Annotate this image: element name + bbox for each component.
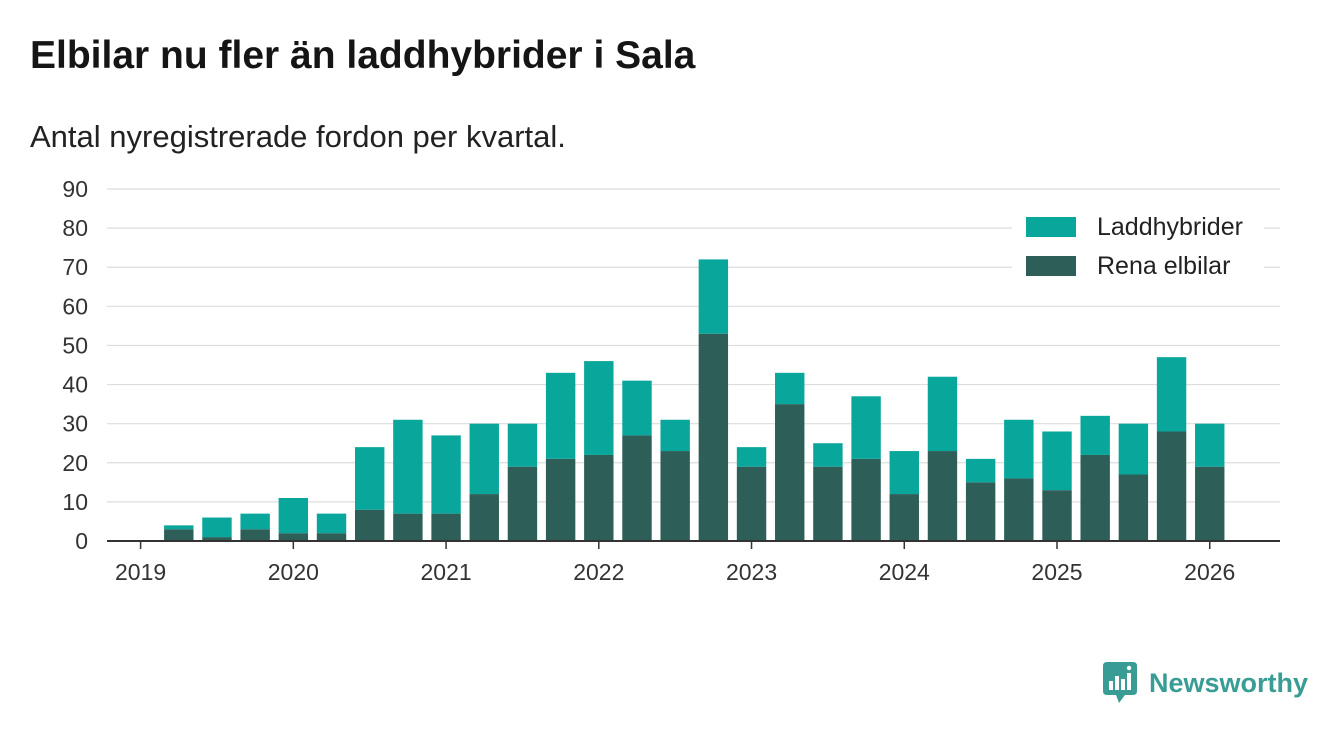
bar-rena-elbilar-13 — [622, 435, 652, 541]
bar-laddhybrider-21 — [927, 376, 958, 452]
y-tick-label-70: 70 — [62, 254, 88, 280]
bar-rena-elbilar-14 — [660, 451, 690, 541]
bar-laddhybrider-19 — [851, 396, 881, 459]
y-tick-label-40: 40 — [62, 372, 88, 398]
y-tick-label-0: 0 — [75, 528, 88, 554]
bar-rena-elbilar-3 — [240, 529, 270, 541]
bar-laddhybrider-13 — [622, 380, 652, 436]
bar-rena-elbilar-9 — [469, 494, 499, 541]
bar-rena-elbilar-5 — [316, 533, 347, 541]
legend: Laddhybrider Rena elbilar — [1012, 208, 1264, 285]
bar-rena-elbilar-24 — [1042, 490, 1072, 541]
bar-rena-elbilar-27 — [1156, 431, 1187, 541]
bar-laddhybrider-18 — [813, 443, 843, 467]
chart-title: Elbilar nu fler än laddhybrider i Sala — [30, 34, 696, 77]
bar-laddhybrider-20 — [889, 451, 919, 495]
bar-laddhybrider-8 — [431, 435, 461, 514]
bar-laddhybrider-26 — [1118, 423, 1149, 475]
bar-laddhybrider-9 — [469, 423, 499, 495]
bar-laddhybrider-23 — [1004, 419, 1034, 479]
bar-laddhybrider-15 — [698, 259, 729, 334]
legend-item-rena-elbilar: Rena elbilar — [1026, 252, 1231, 280]
y-tick-label-50: 50 — [62, 332, 88, 358]
chart-subtitle: Antal nyregistrerade fordon per kvartal. — [30, 119, 566, 154]
x-tick-label-2025: 2025 — [1031, 559, 1082, 585]
bar-laddhybrider-1 — [164, 525, 194, 530]
bar-laddhybrider-24 — [1042, 431, 1072, 491]
bar-laddhybrider-10 — [507, 423, 538, 467]
bar-laddhybrider-12 — [584, 361, 614, 455]
bar-rena-elbilar-8 — [431, 513, 461, 541]
legend-swatch-rena-elbilar — [1026, 256, 1076, 276]
bar-rena-elbilar-18 — [813, 466, 843, 541]
bar-rena-elbilar-7 — [393, 513, 423, 541]
bar-rena-elbilar-15 — [698, 333, 729, 541]
newsworthy-logo: Newsworthy — [1103, 662, 1308, 704]
y-tick-label-80: 80 — [62, 215, 88, 241]
x-tick-label-2023: 2023 — [726, 559, 777, 585]
y-tick-label-60: 60 — [62, 293, 88, 319]
legend-label-rena-elbilar: Rena elbilar — [1097, 252, 1231, 280]
bar-rena-elbilar-21 — [927, 451, 958, 541]
x-tick-label-2024: 2024 — [879, 559, 930, 585]
x-tick-label-2022: 2022 — [573, 559, 624, 585]
bar-rena-elbilar-2 — [202, 537, 232, 541]
bar-rena-elbilar-16 — [736, 466, 767, 541]
bar-laddhybrider-25 — [1080, 415, 1110, 455]
bar-laddhybrider-17 — [775, 372, 805, 405]
bar-laddhybrider-3 — [240, 513, 270, 530]
bar-rena-elbilar-17 — [775, 404, 805, 541]
bars — [164, 259, 1225, 541]
y-tick-label-90: 90 — [62, 176, 88, 202]
axes: 0 10 20 30 40 50 60 70 80 90 2019 2020 2021 2022 2023 2… — [62, 176, 1280, 585]
legend-item-laddhybrider: Laddhybrider — [1026, 213, 1243, 241]
bar-laddhybrider-6 — [355, 447, 385, 510]
bar-laddhybrider-4 — [278, 497, 309, 534]
bar-laddhybrider-27 — [1156, 357, 1187, 432]
bar-laddhybrider-5 — [316, 513, 347, 534]
bar-laddhybrider-7 — [393, 419, 423, 514]
bar-laddhybrider-22 — [965, 458, 996, 483]
bar-rena-elbilar-28 — [1195, 466, 1225, 541]
newsworthy-logo-icon — [1103, 662, 1137, 703]
legend-label-laddhybrider: Laddhybrider — [1097, 213, 1243, 241]
x-tick-label-2021: 2021 — [420, 559, 471, 585]
x-tick-label-2026: 2026 — [1184, 559, 1235, 585]
bar-rena-elbilar-6 — [355, 509, 385, 541]
bar-laddhybrider-11 — [545, 372, 576, 459]
legend-swatch-laddhybrider — [1026, 217, 1076, 237]
bar-laddhybrider-14 — [660, 419, 690, 452]
bar-rena-elbilar-10 — [507, 466, 538, 541]
bar-laddhybrider-2 — [202, 517, 232, 538]
bar-rena-elbilar-11 — [545, 458, 576, 541]
bar-rena-elbilar-23 — [1004, 478, 1034, 541]
x-tick-label-2020: 2020 — [268, 559, 319, 585]
bar-laddhybrider-28 — [1195, 423, 1225, 467]
y-tick-label-20: 20 — [62, 450, 88, 476]
bar-rena-elbilar-12 — [584, 454, 614, 541]
y-tick-label-10: 10 — [62, 489, 88, 515]
x-tick-label-2019: 2019 — [115, 559, 166, 585]
bar-laddhybrider-16 — [736, 447, 767, 467]
bar-rena-elbilar-22 — [965, 482, 996, 541]
newsworthy-logo-text: Newsworthy — [1149, 668, 1309, 698]
bar-rena-elbilar-26 — [1118, 474, 1149, 541]
bar-rena-elbilar-25 — [1080, 454, 1110, 541]
bar-rena-elbilar-19 — [851, 458, 881, 541]
bar-rena-elbilar-4 — [278, 533, 309, 541]
bar-rena-elbilar-1 — [164, 529, 194, 541]
y-tick-label-30: 30 — [62, 411, 88, 437]
bar-rena-elbilar-20 — [889, 494, 919, 541]
